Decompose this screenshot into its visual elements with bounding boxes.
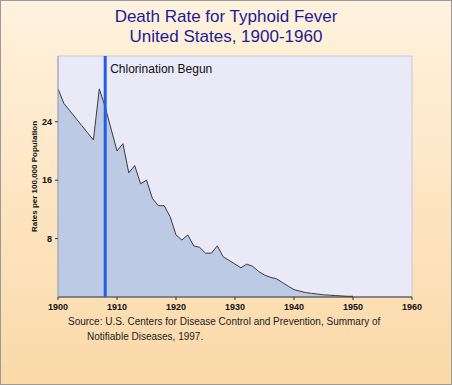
y-tick <box>55 180 58 181</box>
source-text: Notifiable Diseases, 1997. <box>87 331 203 342</box>
area-line <box>58 89 353 296</box>
annotation-line <box>104 56 107 297</box>
x-tick <box>353 297 354 300</box>
y-tick-label: 8 <box>47 234 52 244</box>
x-tick <box>117 297 118 300</box>
x-tick <box>58 297 59 300</box>
x-tick <box>235 297 236 300</box>
y-tick-label: 16 <box>42 175 52 185</box>
area-fill <box>58 89 353 297</box>
x-tick-label: 1940 <box>284 302 304 312</box>
x-tick-label: 1900 <box>48 302 68 312</box>
x-tick <box>176 297 177 300</box>
x-tick-label: 1910 <box>107 302 127 312</box>
annotation-text: Chlorination Begun <box>110 62 212 76</box>
background <box>1 1 452 385</box>
x-tick-label: 1950 <box>343 302 363 312</box>
plot-area <box>58 56 412 297</box>
y-tick <box>55 121 58 122</box>
y-tick <box>55 238 58 239</box>
chart: Death Rate for Typhoid FeverUnited State… <box>0 0 452 385</box>
y-tick-label: 24 <box>42 117 52 127</box>
data-group <box>58 89 353 297</box>
x-tick-label: 1920 <box>166 302 186 312</box>
x-tick <box>294 297 295 300</box>
x-tick <box>412 297 413 300</box>
x-tick-label: 1930 <box>225 302 245 312</box>
x-tick-label: 1960 <box>402 302 422 312</box>
y-axis-label: Rates per 100,000 Population <box>30 121 39 232</box>
title: Death Rate for Typhoid Fever <box>115 7 338 26</box>
source-text: Source: U.S. Centers for Disease Control… <box>68 316 381 327</box>
y-axis <box>58 56 59 297</box>
subtitle: United States, 1900-1960 <box>130 27 323 46</box>
